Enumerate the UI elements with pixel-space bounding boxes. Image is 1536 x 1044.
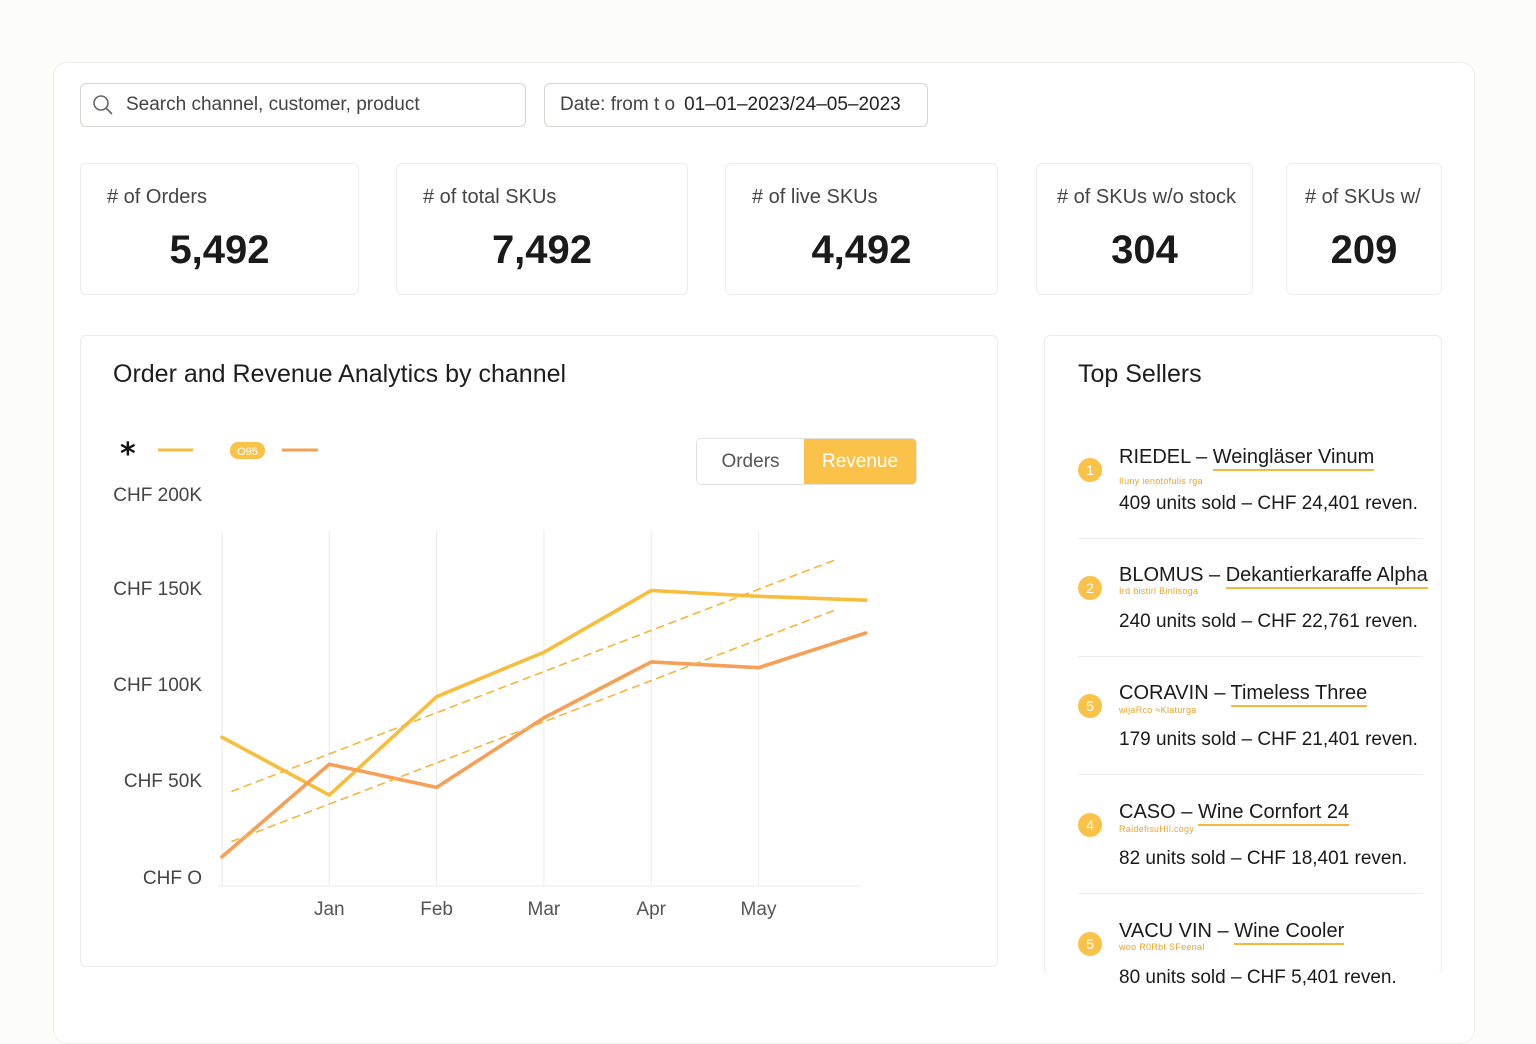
kpi-card-skus-with: # of SKUs w/ 209 (1286, 163, 1442, 295)
date-filter-label: Date: from t o (560, 94, 676, 115)
kpi-card-orders: # of Orders 5,492 (80, 163, 359, 295)
divider (1078, 538, 1423, 539)
seller-subtitle: Ird bistirl Binlisoga (1119, 586, 1199, 596)
kpi-value: 7,492 (491, 228, 593, 272)
seller-product-link[interactable]: Wine Cooler (1234, 920, 1345, 945)
seller-product-link[interactable]: Dekantierkaraffe Alpha (1225, 564, 1428, 589)
seller-brand: VACU VIN (1119, 920, 1212, 942)
rank-badge: 4 (1078, 813, 1102, 837)
kpi-value: 304 (1111, 228, 1178, 272)
rank-badge: 1 (1078, 458, 1102, 482)
seller-subtitle: Iluny ienotofulis rga (1119, 476, 1203, 486)
seller-product-link[interactable]: Weingläser Vinum (1212, 446, 1375, 471)
seller-subtitle: RaidefisuHIl.cogy (1119, 824, 1195, 834)
top-sellers-title: Top Sellers (1078, 360, 1202, 388)
seller-brand: CASO (1119, 801, 1176, 823)
seller-name: RIEDEL – Weingläser Vinum (1119, 446, 1375, 471)
seller-subtitle: woo R0RbI SFeenal (1119, 942, 1205, 952)
seller-stats: 179 units sold – CHF 21,401 reven. (1119, 729, 1418, 750)
kpi-card-skus-without-stock: # of SKUs w/o stock 304 (1036, 163, 1253, 295)
seller-stats: 409 units sold – CHF 24,401 reven. (1119, 493, 1418, 514)
seller-brand: CORAVIN (1119, 682, 1209, 704)
chart-title: Order and Revenue Analytics by channel (113, 360, 567, 388)
seller-name: CORAVIN – Timeless Three (1119, 682, 1368, 707)
toggle-revenue-button[interactable]: Revenue (804, 439, 916, 484)
seller-units: 80 units sold (1119, 967, 1226, 988)
seller-brand: BLOMUS (1119, 564, 1204, 586)
seller-revenue: CHF 5,401 reven. (1246, 967, 1397, 988)
search-box[interactable] (80, 83, 526, 127)
metric-toggle[interactable]: Orders Revenue (696, 438, 917, 485)
seller-units: 240 units sold (1119, 611, 1237, 632)
kpi-label: # of SKUs w/ (1305, 186, 1421, 208)
seller-name: BLOMUS – Dekantierkaraffe Alpha (1119, 564, 1428, 589)
divider (1078, 774, 1423, 775)
seller-subtitle: wijaRco ≈Klaturga (1119, 705, 1197, 715)
divider (1078, 656, 1423, 657)
seller-stats: 240 units sold – CHF 22,761 reven. (1119, 611, 1418, 632)
seller-revenue: CHF 24,401 reven. (1257, 493, 1418, 514)
divider (1078, 893, 1423, 894)
seller-product-link[interactable]: Timeless Three (1230, 682, 1368, 707)
seller-stats: 80 units sold – CHF 5,401 reven. (1119, 967, 1397, 988)
seller-brand: RIEDEL (1119, 446, 1191, 468)
seller-name: CASO – Wine Cornfort 24 (1119, 801, 1350, 826)
kpi-card-live-skus: # of live SKUs 4,492 (725, 163, 998, 295)
kpi-card-total-skus: # of total SKUs 7,492 (396, 163, 688, 295)
seller-revenue: CHF 21,401 reven. (1257, 729, 1418, 750)
kpi-label: # of SKUs w/o stock (1057, 186, 1236, 208)
rank-badge: 5 (1078, 694, 1102, 718)
rank-badge: 2 (1078, 576, 1102, 600)
kpi-value: 4,492 (811, 228, 912, 272)
rank-badge: 5 (1078, 932, 1102, 956)
kpi-label: # of total SKUs (423, 186, 557, 208)
seller-units: 179 units sold (1119, 729, 1237, 750)
seller-revenue: CHF 22,761 reven. (1257, 611, 1418, 632)
top-sellers-card (1044, 335, 1442, 975)
search-input[interactable] (124, 93, 508, 117)
analytics-chart-card (80, 335, 998, 967)
seller-stats: 82 units sold – CHF 18,401 reven. (1119, 848, 1408, 869)
seller-units: 409 units sold (1119, 493, 1237, 514)
search-icon (93, 95, 113, 115)
kpi-value: 209 (1330, 228, 1398, 272)
seller-name: VACU VIN – Wine Cooler (1119, 920, 1345, 945)
kpi-value: 5,492 (169, 228, 270, 272)
seller-units: 82 units sold (1119, 848, 1226, 869)
kpi-label: # of live SKUs (752, 186, 878, 208)
kpi-label: # of Orders (107, 186, 208, 208)
seller-revenue: CHF 18,401 reven. (1246, 848, 1408, 869)
toggle-orders-button[interactable]: Orders (697, 439, 804, 484)
date-range-filter[interactable]: Date: from t o 01–01–2023/24–05–2023 (544, 83, 928, 127)
date-filter-value: 01–01–2023/24–05–2023 (684, 94, 901, 115)
seller-product-link[interactable]: Wine Cornfort 24 (1197, 801, 1350, 826)
